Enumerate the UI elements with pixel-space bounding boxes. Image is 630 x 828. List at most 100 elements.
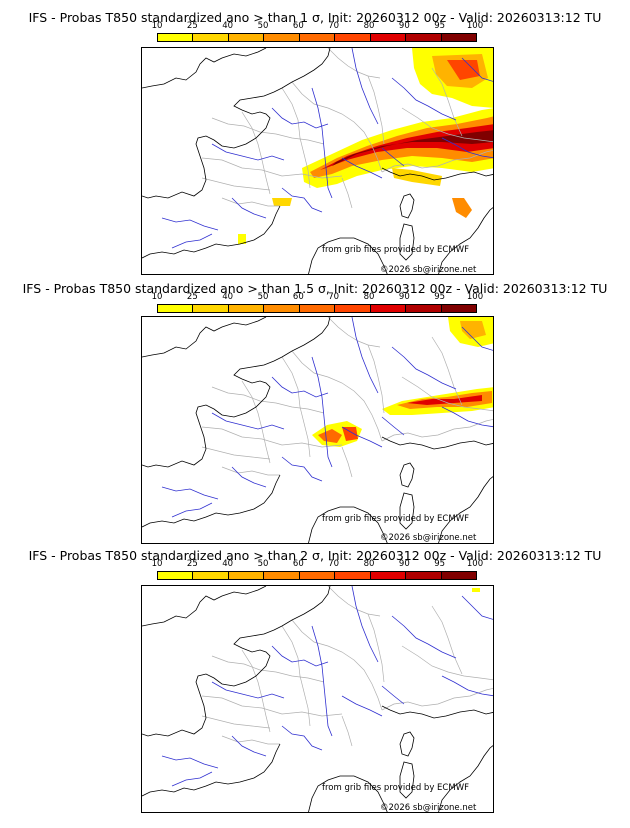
map-2-svg bbox=[142, 317, 493, 543]
credit-source-2: from grib files provided by ECMWF bbox=[322, 514, 469, 524]
colorbar-tick-label: 70 bbox=[328, 559, 340, 569]
river bbox=[171, 771, 213, 787]
colorbar-tick-label: 100 bbox=[466, 21, 484, 31]
coastline bbox=[142, 474, 281, 528]
colorbar-segment bbox=[299, 305, 336, 312]
admin-border bbox=[241, 649, 271, 733]
river bbox=[391, 77, 457, 121]
colorbar-segment bbox=[335, 34, 371, 41]
river bbox=[461, 595, 493, 620]
colorbar-segment bbox=[228, 572, 265, 579]
coastline bbox=[142, 317, 331, 468]
river bbox=[231, 735, 267, 757]
river bbox=[271, 107, 329, 129]
river bbox=[311, 87, 333, 199]
colorbar-tick-label: 95 bbox=[434, 21, 446, 31]
admin-border bbox=[281, 356, 311, 458]
admin-border bbox=[211, 386, 325, 414]
probability-area bbox=[342, 427, 358, 441]
admin-border bbox=[241, 111, 271, 195]
river bbox=[161, 486, 219, 500]
river bbox=[461, 326, 493, 351]
river bbox=[441, 406, 493, 428]
admin-border bbox=[221, 197, 280, 207]
admin-border bbox=[201, 715, 271, 729]
river bbox=[311, 356, 333, 468]
river bbox=[391, 346, 457, 390]
admin-border bbox=[431, 336, 463, 406]
island-outline bbox=[399, 492, 415, 530]
admin-border bbox=[327, 48, 381, 79]
admin-border bbox=[431, 605, 463, 675]
river bbox=[381, 147, 405, 167]
colorbar-segment bbox=[441, 572, 476, 579]
colorbar-segment bbox=[299, 34, 336, 41]
river bbox=[281, 725, 323, 751]
river bbox=[351, 48, 379, 125]
colorbar-tick-label: 90 bbox=[398, 21, 410, 31]
admin-border bbox=[221, 466, 280, 476]
river bbox=[341, 695, 383, 717]
island-outline bbox=[399, 223, 415, 261]
coastline bbox=[142, 48, 267, 89]
colorbar-segment bbox=[193, 305, 229, 312]
colorbar-tick-label: 40 bbox=[222, 21, 234, 31]
colorbar-tick-label: 60 bbox=[292, 559, 304, 569]
colorbar-segment bbox=[228, 305, 265, 312]
admin-border bbox=[201, 177, 271, 191]
admin-border bbox=[341, 446, 353, 478]
admin-border bbox=[291, 350, 383, 442]
colorbar-tick-label: 80 bbox=[363, 21, 375, 31]
island-outline bbox=[399, 731, 415, 757]
map-3 bbox=[141, 585, 494, 813]
colorbar-tick-label: 25 bbox=[186, 21, 198, 31]
coastline bbox=[142, 317, 267, 358]
colorbar-segment bbox=[158, 572, 194, 579]
coastline bbox=[438, 207, 493, 274]
colorbar-segment bbox=[193, 572, 229, 579]
river bbox=[211, 143, 285, 161]
admin-border bbox=[381, 150, 493, 173]
river bbox=[461, 57, 493, 82]
river bbox=[341, 426, 383, 448]
colorbar-tick-label: 100 bbox=[466, 292, 484, 302]
credit-source-3: from grib files provided by ECMWF bbox=[322, 783, 469, 793]
admin-border bbox=[367, 75, 385, 145]
probability-area bbox=[472, 588, 480, 592]
colorbar-segment bbox=[299, 572, 336, 579]
admin-border bbox=[431, 67, 463, 137]
river bbox=[171, 233, 213, 249]
colorbar-segment bbox=[370, 305, 407, 312]
river bbox=[341, 157, 383, 179]
river bbox=[211, 412, 285, 430]
colorbar-segment bbox=[406, 34, 442, 41]
admin-border bbox=[381, 688, 493, 711]
panel-2-title: IFS - Probas T850 standardized ano > tha… bbox=[22, 281, 608, 296]
colorbar-tick-label: 10 bbox=[151, 559, 163, 569]
admin-border bbox=[211, 117, 325, 145]
colorbar-segment bbox=[158, 305, 194, 312]
colorbar-tick-label: 95 bbox=[434, 292, 446, 302]
admin-border bbox=[327, 586, 381, 617]
admin-border bbox=[401, 376, 493, 412]
colorbar-segment bbox=[370, 572, 407, 579]
admin-border bbox=[291, 81, 383, 173]
probability-area bbox=[318, 429, 342, 443]
colorbar-segment bbox=[406, 572, 442, 579]
admin-border bbox=[367, 613, 385, 683]
admin-border bbox=[201, 426, 343, 448]
river bbox=[351, 317, 379, 394]
colorbar-tick-label: 50 bbox=[257, 292, 269, 302]
probability-area bbox=[332, 130, 493, 166]
probability-area bbox=[238, 234, 246, 244]
river bbox=[271, 376, 329, 398]
probability-area bbox=[392, 168, 442, 186]
colorbar-segment bbox=[193, 34, 229, 41]
river bbox=[311, 625, 333, 737]
colorbar-segment bbox=[406, 305, 442, 312]
admin-border bbox=[281, 87, 311, 189]
colorbar-segment bbox=[335, 305, 371, 312]
coastline bbox=[142, 586, 331, 737]
probability-area bbox=[452, 198, 472, 218]
colorbar-segment bbox=[441, 34, 476, 41]
